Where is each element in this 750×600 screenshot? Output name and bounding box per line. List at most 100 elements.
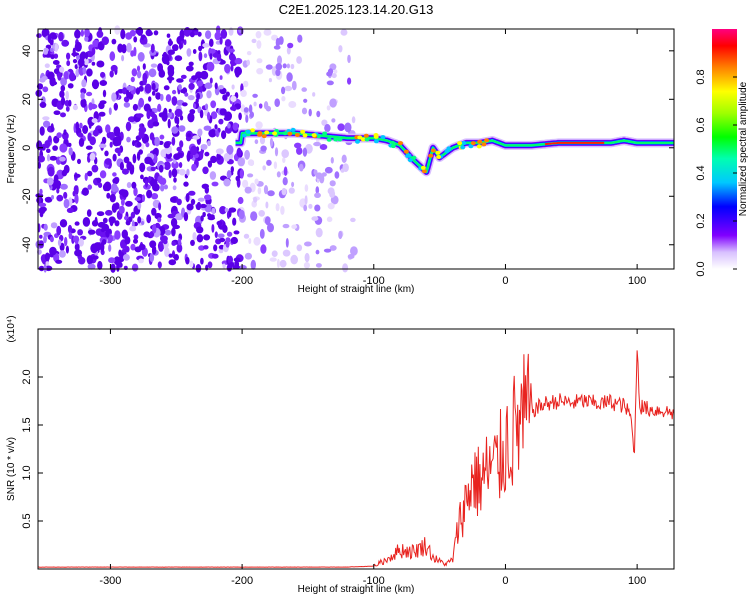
- heatmap-cell: [125, 246, 130, 253]
- heatmap-cell: [350, 246, 358, 256]
- ridge-blob: [481, 142, 487, 147]
- heatmap-cell: [283, 166, 288, 176]
- heatmap-cell: [224, 207, 229, 213]
- heatmap-cell: [222, 94, 228, 101]
- heatmap-cell: [197, 197, 205, 202]
- heatmap-cell: [149, 253, 155, 262]
- heatmap-cell: [60, 112, 66, 118]
- heatmap-cell: [59, 143, 68, 153]
- heatmap-cell: [80, 92, 85, 100]
- heatmap-cell: [196, 80, 204, 87]
- heatmap-cell: [39, 206, 47, 212]
- heatmap-cell: [132, 153, 137, 164]
- ridge-blob: [322, 131, 328, 136]
- heatmap-cell: [47, 34, 52, 44]
- heatmap-cell: [174, 55, 183, 62]
- heatmap-cell: [114, 25, 121, 35]
- heatmap-cell: [168, 259, 177, 266]
- heatmap-cell: [330, 157, 334, 164]
- heatmap-cell: [192, 49, 197, 54]
- heatmap-cell: [105, 124, 111, 134]
- heatmap-cell: [324, 124, 331, 133]
- heatmap-cell: [207, 140, 211, 147]
- heatmap-cell: [104, 158, 112, 165]
- y-tick-label: 0.5: [21, 513, 33, 528]
- heatmap-cell: [178, 162, 183, 168]
- heatmap-cell: [157, 261, 162, 269]
- heatmap-cell: [168, 169, 172, 179]
- heatmap-cell: [337, 123, 345, 131]
- heatmap-cell: [39, 234, 43, 239]
- heatmap-cell: [111, 183, 118, 193]
- heatmap-cell: [120, 29, 126, 40]
- heatmap-cell: [139, 162, 146, 173]
- ridge-peak: [544, 141, 605, 146]
- heatmap-cell: [126, 85, 135, 91]
- heatmap-cell: [303, 262, 310, 269]
- heatmap-cell: [161, 54, 170, 65]
- heatmap-cell: [207, 160, 213, 168]
- heatmap-cell: [45, 261, 50, 266]
- heatmap-cell: [215, 130, 219, 138]
- heatmap-cell: [287, 42, 294, 49]
- heatmap-cell: [269, 137, 274, 147]
- heatmap-cell: [233, 257, 241, 263]
- heatmap-cell: [171, 126, 179, 134]
- heatmap-cell: [72, 104, 78, 111]
- x-tick-label: -200: [231, 275, 253, 287]
- heatmap-cell: [185, 193, 190, 203]
- heatmap-cell: [43, 264, 47, 273]
- heatmap-cell: [86, 209, 92, 217]
- heatmap-cell: [297, 34, 303, 43]
- heatmap-cell: [142, 63, 146, 70]
- heatmap-cell: [265, 201, 269, 209]
- heatmap-cell: [255, 121, 263, 129]
- heatmap-cell: [168, 253, 173, 258]
- heatmap-cell: [220, 29, 228, 39]
- heatmap-cell: [184, 92, 189, 97]
- heatmap-cell: [219, 237, 226, 243]
- heatmap-cell: [190, 239, 195, 246]
- heatmap-cell: [111, 92, 117, 102]
- heatmap-cell: [43, 120, 51, 128]
- heatmap-cell: [282, 157, 286, 163]
- colorbar-label: Normalized spectral amplitude: [738, 81, 749, 216]
- heatmap-cell: [274, 98, 281, 107]
- heatmap-cell: [263, 185, 269, 195]
- heatmap-cell: [172, 89, 177, 95]
- heatmap-cell: [158, 242, 164, 252]
- heatmap-cell: [53, 174, 59, 184]
- heatmap-cell: [164, 229, 172, 236]
- heatmap-cell: [187, 95, 195, 101]
- heatmap-cell: [308, 203, 313, 209]
- y-tick-label: 40: [21, 45, 33, 57]
- heatmap-cell: [84, 172, 88, 181]
- colorbar: 0.0 0.2 0.4 0.6 0.8 Normalized spectral ampl…: [695, 29, 749, 277]
- heatmap-cell: [138, 97, 145, 108]
- heatmap-cell: [228, 27, 234, 36]
- heatmap-cell: [267, 190, 275, 197]
- heatmap-cell: [226, 144, 234, 155]
- heatmap-cell: [165, 157, 173, 162]
- heatmap-cell: [74, 221, 80, 226]
- heatmap-cell: [238, 112, 242, 121]
- heatmap-cell: [314, 204, 321, 212]
- heatmap-cell: [129, 226, 137, 232]
- heatmap-cell: [189, 31, 195, 38]
- heatmap-cell: [109, 193, 116, 203]
- heatmap-cell: [171, 96, 178, 106]
- heatmap-cell: [244, 149, 251, 160]
- heatmap-cell: [81, 187, 89, 196]
- heatmap-cell: [229, 55, 237, 61]
- heatmap-cell: [146, 214, 152, 224]
- heatmap-cell: [155, 92, 162, 100]
- heatmap-cell: [136, 70, 142, 79]
- heatmap-cell: [114, 220, 120, 227]
- heatmap-cell: [271, 34, 278, 41]
- heatmap-cell: [186, 152, 191, 162]
- heatmap-cell: [216, 220, 223, 226]
- heatmap-cell: [243, 233, 250, 239]
- heatmap-cell: [265, 105, 271, 112]
- heatmap-cell: [211, 224, 215, 233]
- heatmap-cell: [303, 204, 308, 212]
